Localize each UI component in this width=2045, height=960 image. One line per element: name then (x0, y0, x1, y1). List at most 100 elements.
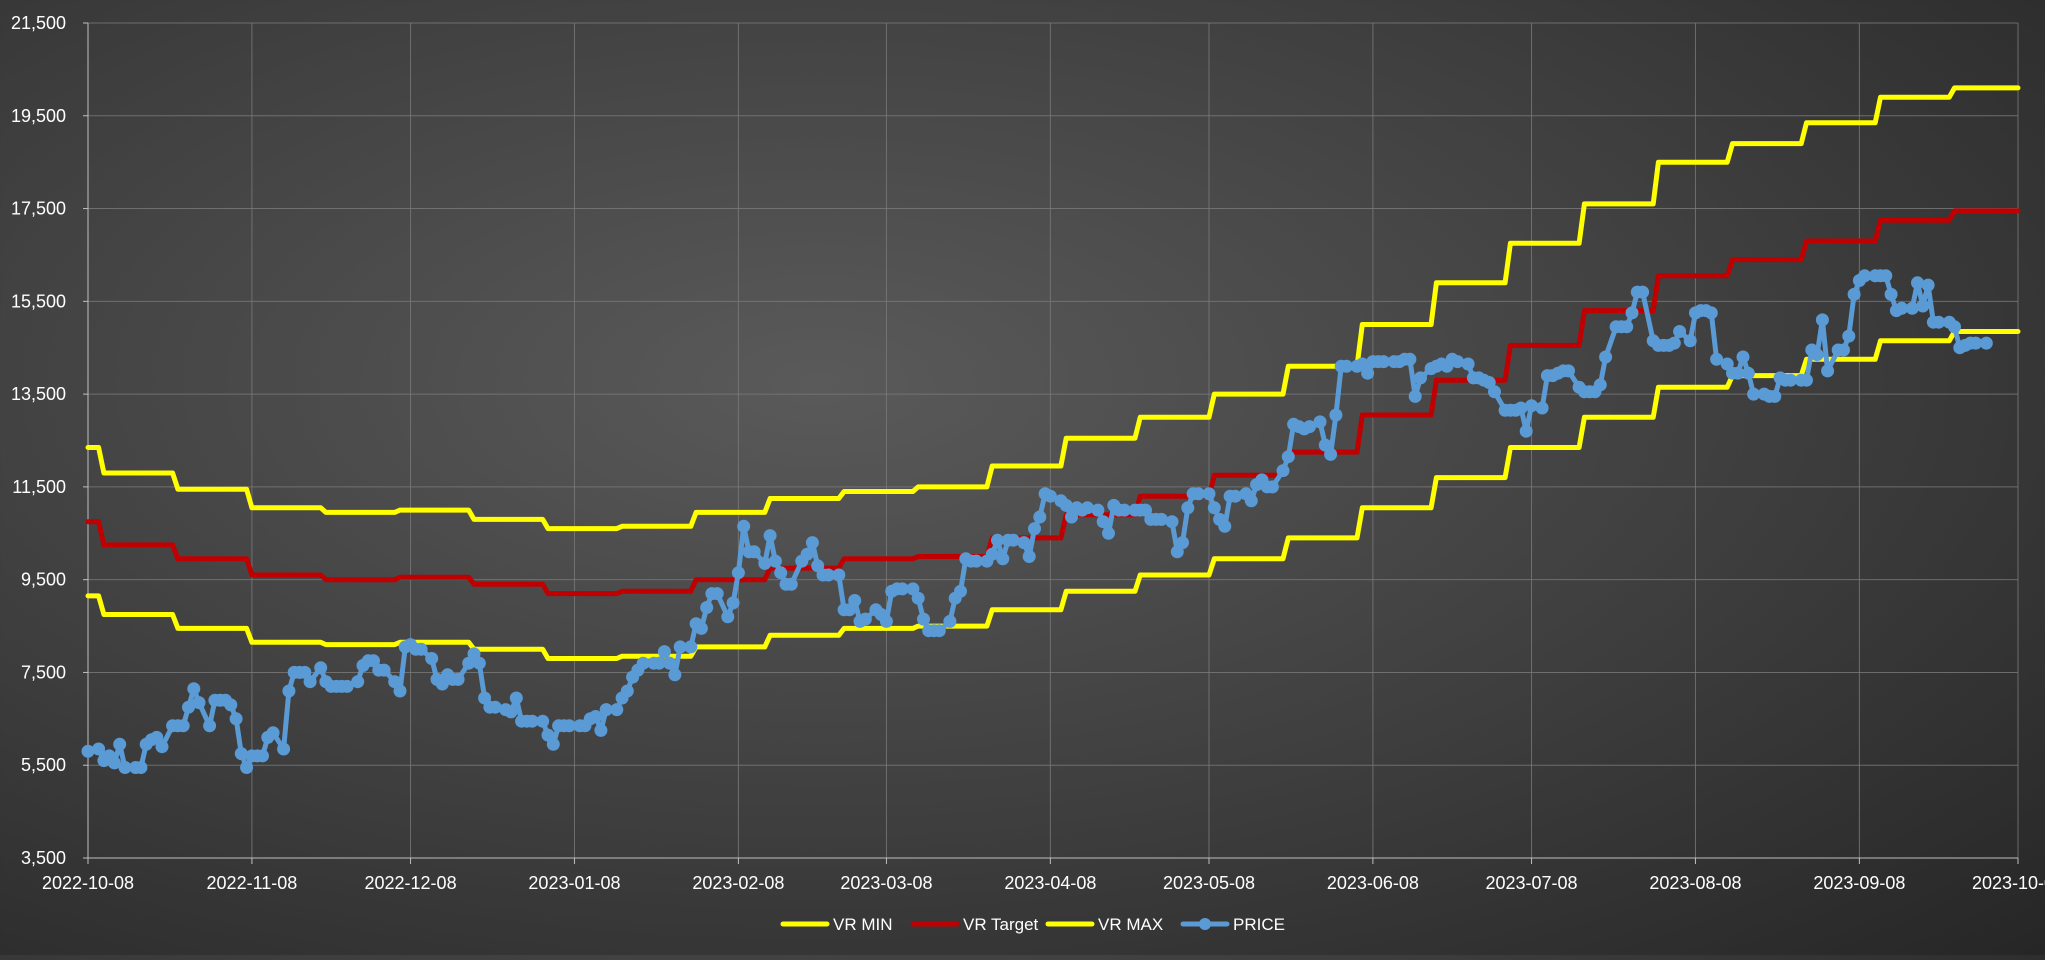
x-tick-label: 2023-10-08 (1972, 873, 2045, 893)
data-point-price (1625, 306, 1639, 320)
series-vr-min (85, 329, 2021, 661)
data-point-price (1414, 371, 1427, 385)
data-point-price (1059, 498, 1073, 512)
data-point-price (1710, 352, 1724, 366)
data-point-price (1593, 378, 1607, 392)
legend: VR MIN VR Target VR MAX PRICE (780, 915, 1285, 934)
data-point-price (1228, 489, 1242, 503)
series-line-vr-min (85, 329, 2021, 661)
y-tick-label: 5,500 (21, 755, 66, 775)
data-point-price (721, 610, 735, 624)
data-point-price (710, 587, 724, 601)
tick-labels: 3,500 5,500 7,500 9,500 11,500 13,500 15,500 17… (11, 13, 2045, 893)
data-point-price (472, 656, 486, 670)
data-point-price (1921, 278, 1935, 292)
x-tick-label: 2023-01-08 (528, 873, 620, 893)
data-point-price (1535, 401, 1549, 415)
legend-item-vr-min: VR MIN (780, 915, 893, 934)
x-tick-label: 2022-12-08 (365, 873, 457, 893)
data-point-price (546, 737, 560, 751)
series-price (81, 269, 1993, 774)
data-point-price (731, 566, 745, 580)
data-point-price (1244, 494, 1258, 508)
series-layer (81, 85, 2021, 774)
data-point-price (1636, 285, 1650, 299)
data-point-price (668, 668, 682, 682)
data-point-price (425, 652, 439, 665)
data-point-price (1842, 329, 1856, 343)
data-point-price (155, 740, 169, 754)
data-point-price (1847, 287, 1861, 301)
data-point-price (726, 596, 740, 610)
data-point-price (610, 703, 624, 717)
data-point-price (985, 547, 999, 561)
series-vr-target (85, 208, 2021, 597)
data-point-price (393, 684, 407, 698)
data-point-price (858, 612, 872, 626)
data-point-price (1667, 336, 1681, 350)
data-point-price (758, 556, 772, 570)
legend-label-vr-max: VR MAX (1098, 915, 1163, 934)
data-point-price (1091, 503, 1105, 517)
x-tick-label: 2023-02-08 (692, 873, 784, 893)
data-point-price (848, 594, 862, 607)
data-point-price (1599, 350, 1613, 364)
data-point-price (1461, 357, 1475, 371)
x-tick-label: 2023-07-08 (1485, 873, 1577, 893)
data-point-price (1911, 276, 1924, 290)
data-point-price (92, 742, 106, 756)
x-tick-label: 2023-09-08 (1813, 873, 1905, 893)
data-point-price (832, 568, 846, 582)
data-point-price (879, 614, 893, 628)
data-point-price (1028, 522, 1041, 536)
y-tick-label: 21,500 (11, 13, 66, 33)
data-point-price (277, 742, 291, 756)
data-point-price (932, 624, 946, 638)
data-point-price (1154, 512, 1168, 526)
data-point-price (774, 566, 788, 580)
data-point-price (1022, 550, 1036, 563)
data-point-price (340, 679, 354, 693)
data-point-price (1683, 334, 1697, 348)
data-point-price (1741, 366, 1755, 380)
x-tick-label: 2023-06-08 (1327, 873, 1419, 893)
data-point-price (203, 719, 217, 733)
data-point-price (1704, 306, 1718, 320)
y-tick-label: 19,500 (11, 106, 66, 126)
data-point-price (234, 747, 248, 761)
data-point-price (1403, 352, 1417, 366)
x-tick-label: 2023-03-08 (840, 873, 932, 893)
data-point-price (594, 723, 608, 737)
data-point-price (1884, 287, 1898, 301)
data-point-price (1017, 536, 1031, 550)
data-point-price (1033, 510, 1047, 524)
data-point-price (134, 761, 148, 774)
data-point-price (700, 601, 714, 614)
legend-marker-price (1199, 918, 1211, 930)
data-point-price (229, 712, 243, 726)
data-point-price (1821, 364, 1835, 378)
y-tick-label: 7,500 (21, 662, 66, 682)
data-point-price (805, 536, 819, 550)
x-tick-label: 2023-04-08 (1004, 873, 1096, 893)
data-point-price (1562, 364, 1575, 378)
data-point-price (1673, 325, 1687, 338)
data-point-price (784, 577, 798, 591)
data-point-price (240, 761, 254, 774)
legend-label-vr-target: VR Target (963, 915, 1039, 934)
data-point-price (314, 661, 328, 675)
data-point-price (954, 584, 967, 598)
data-point-price (684, 640, 698, 654)
data-point-price (800, 547, 814, 561)
data-point-price (1815, 313, 1829, 327)
data-point-price (266, 726, 280, 740)
data-point-price (224, 698, 238, 712)
legend-item-vr-max: VR MAX (1045, 915, 1163, 934)
data-point-price (303, 675, 317, 689)
data-point-price (917, 612, 930, 626)
data-point-price (1202, 487, 1216, 501)
data-point-price (504, 705, 518, 719)
data-point-price (1096, 515, 1110, 529)
